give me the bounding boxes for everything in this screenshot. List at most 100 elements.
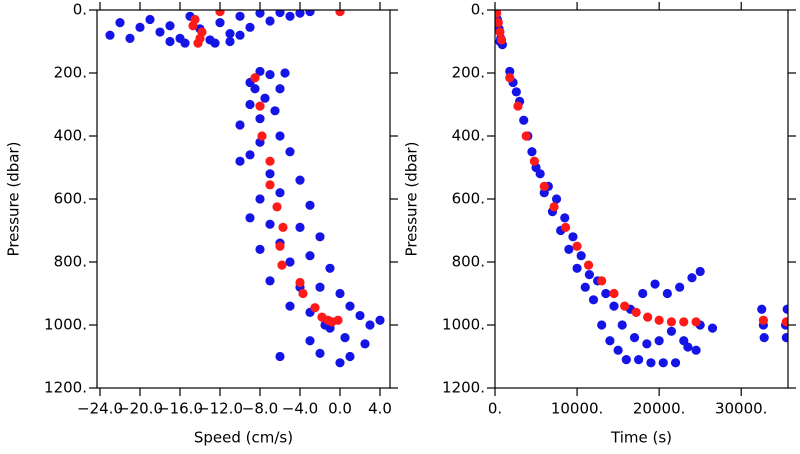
scatter-point	[295, 175, 305, 185]
scatter-point	[250, 73, 260, 83]
y-axis-title: Pressure (dbar)	[403, 142, 421, 257]
scatter-point	[539, 181, 549, 191]
scatter-point	[245, 99, 255, 110]
scatter-point	[560, 213, 570, 223]
scatter-point	[285, 11, 295, 21]
scatter-point	[310, 303, 320, 313]
scatter-point	[255, 244, 265, 254]
x-tick-label: 0.	[488, 400, 502, 418]
scatter-point	[193, 38, 203, 48]
scatter-point	[155, 27, 165, 37]
scatter-point	[759, 333, 769, 343]
scatter-point	[495, 10, 502, 18]
scatter-point	[245, 213, 255, 223]
scatter-point	[527, 147, 537, 157]
scatter-point	[295, 222, 305, 232]
scatter-point	[345, 301, 355, 311]
scatter-point	[188, 21, 198, 31]
x-tick-label: −8.0	[242, 400, 278, 418]
scatter-point	[597, 320, 607, 330]
y-tick-label: 0.	[471, 1, 485, 19]
scatter-point	[277, 260, 287, 270]
scatter-point	[758, 315, 768, 325]
scatter-point	[551, 194, 562, 204]
scatter-point	[549, 202, 559, 212]
scatter-point	[666, 317, 677, 327]
scatter-point	[654, 336, 664, 346]
scatter-point	[235, 11, 245, 21]
scatter-point	[315, 348, 325, 358]
scatter-point	[675, 282, 685, 292]
scatter-point	[265, 276, 275, 286]
scatter-point	[135, 22, 145, 32]
scatter-point	[576, 251, 586, 261]
scatter-point	[642, 339, 652, 349]
scatter-point	[691, 345, 701, 355]
scatter-point	[683, 342, 693, 352]
scatter-point	[315, 232, 325, 242]
scatter-point	[519, 115, 529, 125]
y-tick-label: 800.	[452, 253, 485, 271]
scatter-point	[305, 200, 315, 210]
scatter-point	[597, 276, 607, 286]
scatter-point	[335, 10, 345, 17]
y-tick-label: 200.	[452, 64, 485, 82]
scatter-point	[145, 14, 155, 25]
x-tick-label: 10000.	[551, 400, 604, 418]
y-tick-label: 800.	[54, 253, 87, 271]
scatter-point	[280, 68, 290, 78]
scatter-point	[225, 29, 235, 39]
x-tick-label: −20.0	[117, 400, 163, 418]
scatter-point	[275, 241, 285, 251]
plot-frame	[96, 9, 391, 389]
scatter-point	[340, 333, 350, 343]
scatter-point	[355, 310, 365, 321]
plot-area	[105, 10, 385, 368]
scatter-point	[529, 156, 539, 166]
scatter-point	[495, 18, 503, 28]
scatter-point	[679, 317, 689, 327]
y-tick-label: 1200.	[442, 379, 485, 397]
scatter-point	[781, 317, 788, 327]
scatter-point	[285, 147, 295, 157]
scatter-point	[265, 69, 275, 80]
scatter-point	[255, 10, 265, 18]
scatter-point	[305, 10, 315, 17]
scatter-point	[298, 288, 308, 299]
scatter-point	[270, 106, 280, 116]
scatter-point	[634, 355, 644, 365]
y-tick-label: 1200.	[44, 379, 87, 397]
y-tick-label: 1000.	[44, 316, 87, 334]
x-tick-label: −12.0	[197, 400, 243, 418]
scatter-point	[658, 358, 668, 368]
x-tick-label: −24.0	[77, 400, 123, 418]
scatter-point	[345, 351, 355, 362]
scatter-point	[375, 315, 385, 325]
scatter-point	[215, 10, 225, 17]
scatter-point	[521, 131, 531, 141]
x-tick-label: 30000.	[715, 400, 768, 418]
y-tick-label: 1000.	[442, 316, 485, 334]
scatter-point	[650, 279, 660, 289]
scatter-point	[605, 336, 615, 346]
scatter-point	[513, 101, 523, 111]
scatter-point	[165, 36, 175, 47]
scatter-point	[275, 84, 285, 94]
x-tick-label: −4.0	[282, 400, 318, 418]
scatter-point	[365, 320, 375, 330]
scatter-point	[265, 219, 275, 229]
x-axis-title: Time (s)	[610, 429, 672, 447]
scatter-point	[255, 66, 265, 77]
scatter-point	[335, 358, 345, 368]
scatter-point	[601, 288, 611, 299]
scatter-point	[235, 156, 245, 166]
scatter-point	[115, 18, 125, 28]
scatter-point	[278, 222, 288, 232]
scatter-point	[325, 263, 335, 273]
scatter-point	[265, 16, 275, 26]
scatter-point	[245, 150, 255, 160]
scatter-point	[613, 345, 623, 355]
scatter-point	[662, 288, 672, 299]
scatter-point	[275, 131, 285, 141]
